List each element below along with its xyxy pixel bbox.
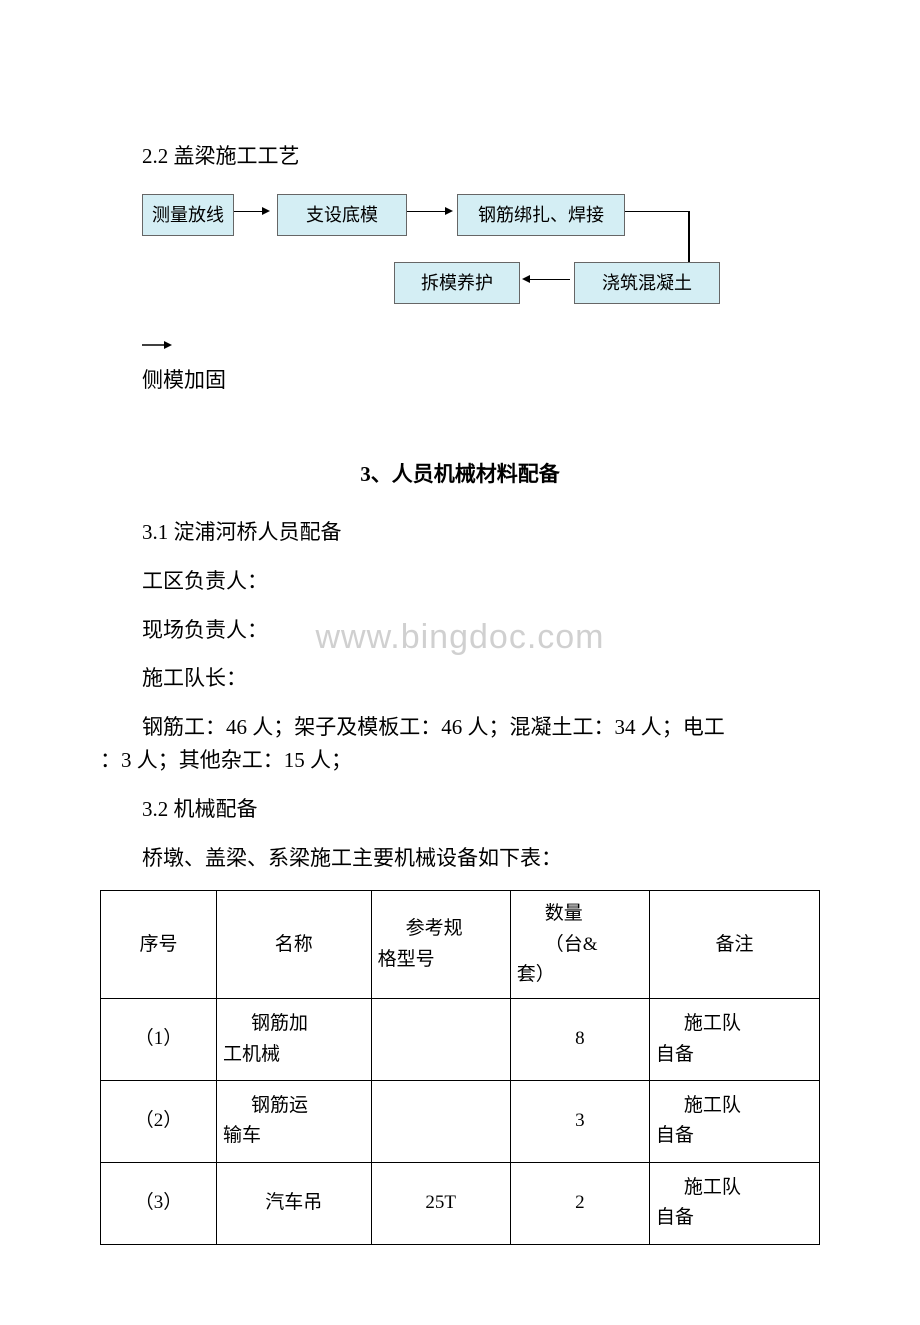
- heading-2-2: 2.2 盖梁施工工艺: [100, 140, 820, 174]
- cell-spec: [371, 1081, 510, 1163]
- equipment-table: 序号 名称 参考规 格型号 数量 （台& 套） 备注 （1） 钢筋加 工机械 8…: [100, 890, 820, 1245]
- th-name: 名称: [216, 891, 371, 999]
- flowchart-diagram: 测量放线 支设底模 钢筋绑扎、焊接 拆模养护 浇筑混凝土: [142, 194, 820, 324]
- cell-name: 汽车吊: [216, 1162, 371, 1244]
- table-row: （3） 汽车吊 25T 2 施工队 自备: [101, 1162, 820, 1244]
- cell-qty: 3: [510, 1081, 649, 1163]
- cell-name: 钢筋运 输车: [216, 1081, 371, 1163]
- flow-node-2: 支设底模: [277, 194, 407, 237]
- cell-num: （1）: [101, 999, 217, 1081]
- th-num: 序号: [101, 891, 217, 999]
- th-note: 备注: [649, 891, 819, 999]
- document-content: 2.2 盖梁施工工艺 测量放线 支设底模 钢筋绑扎、焊接 拆模养护 浇筑混凝土 …: [100, 140, 820, 1245]
- extra-label: 侧模加固: [142, 364, 820, 398]
- table-row: （1） 钢筋加 工机械 8 施工队 自备: [101, 999, 820, 1081]
- cell-note: 施工队 自备: [649, 1081, 819, 1163]
- flow-node-1: 测量放线: [142, 194, 234, 237]
- heading-3-2: 3.2 机械配备: [100, 793, 820, 827]
- cell-name: 钢筋加 工机械: [216, 999, 371, 1081]
- th-qty: 数量 （台& 套）: [510, 891, 649, 999]
- table-header-row: 序号 名称 参考规 格型号 数量 （台& 套） 备注: [101, 891, 820, 999]
- equip-intro: 桥墩、盖梁、系梁施工主要机械设备如下表：: [100, 842, 820, 876]
- cell-note: 施工队 自备: [649, 999, 819, 1081]
- cell-num: （2）: [101, 1081, 217, 1163]
- flow-node-5: 浇筑混凝土: [574, 262, 720, 305]
- heading-3: 3、人员机械材料配备: [100, 458, 820, 492]
- line-2: 现场负责人：: [100, 614, 820, 648]
- line-3: 施工队长：: [100, 662, 820, 696]
- cell-spec: [371, 999, 510, 1081]
- th-spec: 参考规 格型号: [371, 891, 510, 999]
- personnel-text: 钢筋工：46 人；架子及模板工：46 人；混凝土工：34 人；电工 ：3 人；其…: [100, 711, 820, 778]
- flow-node-4: 拆模养护: [394, 262, 520, 305]
- cell-spec: 25T: [371, 1162, 510, 1244]
- cell-note: 施工队 自备: [649, 1162, 819, 1244]
- line-1: 工区负责人：: [100, 565, 820, 599]
- flow-node-3: 钢筋绑扎、焊接: [457, 194, 625, 237]
- extra-arrow-icon: [142, 334, 820, 360]
- cell-qty: 2: [510, 1162, 649, 1244]
- cell-num: （3）: [101, 1162, 217, 1244]
- heading-3-1: 3.1 淀浦河桥人员配备: [100, 516, 820, 550]
- cell-qty: 8: [510, 999, 649, 1081]
- table-row: （2） 钢筋运 输车 3 施工队 自备: [101, 1081, 820, 1163]
